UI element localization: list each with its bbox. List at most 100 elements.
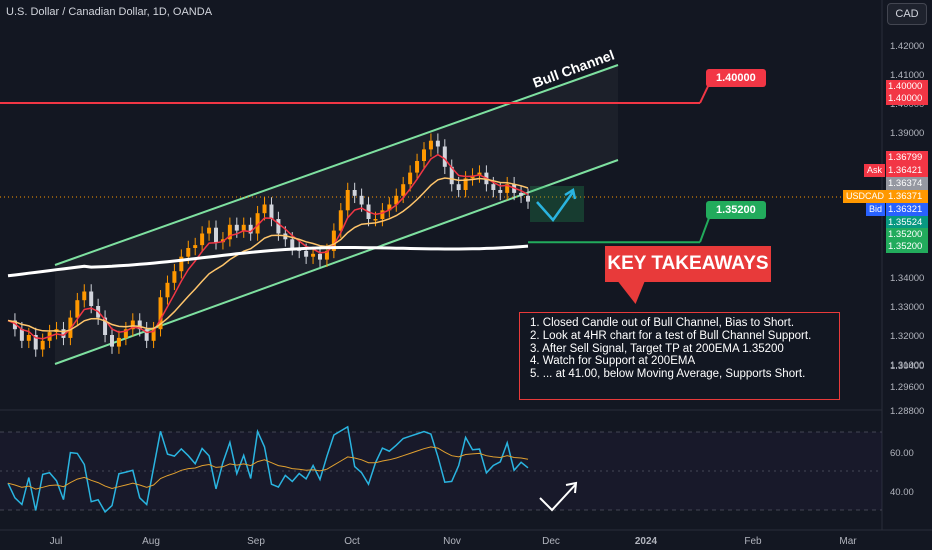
candle-body [61, 329, 66, 338]
x-tick-label: Nov [443, 536, 461, 547]
y-tick-label: 1.39000 [890, 128, 924, 139]
candle-body [110, 335, 114, 347]
candle-body [172, 271, 177, 283]
candle-body [519, 192, 524, 196]
candle-body [151, 329, 156, 341]
x-tick-label: 2024 [635, 536, 658, 547]
candle-body [352, 190, 357, 196]
price-tag-1: 1.36799 [886, 151, 928, 164]
price-tag-upper-b: 1.40000 [886, 92, 928, 105]
price-tag-2: 1.36421 [886, 164, 928, 177]
candle-body [491, 184, 496, 190]
candle-body [33, 335, 38, 350]
rsi-tick-label: 40.00 [890, 487, 914, 498]
x-tick-label: Mar [839, 536, 857, 547]
candle-body [401, 184, 406, 196]
candle-body [338, 210, 343, 231]
candle-body [290, 239, 295, 248]
note-3: 3. After Sell Signal, Target TP at 200EM… [530, 342, 784, 355]
candle-body [75, 300, 80, 318]
projection-arrowhead [564, 188, 577, 200]
candle-body [158, 297, 163, 330]
y-tick-label: 1.34000 [890, 273, 924, 284]
price-tag-8: 1.35200 [886, 240, 928, 253]
candle-body [241, 224, 246, 231]
projection-arrow [536, 191, 575, 223]
candle-body [165, 282, 170, 298]
candle-body [359, 195, 364, 205]
candle-body [137, 320, 142, 330]
price-tag-6: 1.35524 [886, 216, 928, 229]
y-tick-label: 1.30400 [890, 361, 924, 372]
candle-body [12, 320, 17, 330]
candle-body [130, 320, 135, 330]
y-tick-label: 1.33000 [890, 302, 924, 313]
candle-body [505, 184, 510, 193]
candle-body [116, 337, 121, 347]
price-tag-4: 1.36371 [886, 190, 928, 203]
candle-body [387, 204, 392, 211]
candle-body [318, 253, 322, 260]
candle-body [526, 195, 530, 202]
x-tick-label: Sep [247, 536, 265, 547]
candle-body [449, 166, 454, 185]
candle-body [373, 219, 378, 221]
candle-body [463, 178, 468, 190]
candle-body [428, 140, 433, 150]
candle-body [144, 329, 149, 341]
x-tick-label: Aug [142, 536, 160, 547]
candle-body [498, 190, 503, 193]
candle-body [311, 253, 316, 257]
candle-body [456, 184, 461, 190]
rsi-arrowhead [565, 481, 578, 494]
note-5: 5. ... at 41.00, below Moving Average, S… [530, 368, 806, 381]
x-tick-label: Oct [344, 536, 360, 547]
candle-body [68, 317, 73, 338]
y-tick-label: 1.29600 [890, 382, 924, 393]
candle-body [394, 195, 399, 205]
candle-body [186, 248, 191, 257]
price-tag-7: 1.35200 [886, 228, 928, 241]
candle-body [26, 335, 31, 341]
candle-body [103, 317, 108, 335]
ema-200-line [7, 244, 529, 278]
candle-body [262, 204, 267, 214]
candle-body [415, 161, 420, 173]
candle-body [276, 219, 281, 234]
candle-body [82, 291, 87, 301]
note-1: 1. Closed Candle out of Bull Channel, Bi… [530, 317, 795, 329]
x-tick-label: Jul [50, 536, 63, 547]
candle-body [179, 256, 184, 272]
price-tag-5: 1.36321 [886, 203, 928, 216]
price-tag-upper-a: 1.40000 [886, 80, 928, 93]
price-tag-3: 1.36374 [886, 177, 928, 190]
rsi-tick-label: 60.00 [890, 448, 914, 459]
x-tick-label: Feb [744, 536, 762, 547]
y-tick-label: 1.41000 [890, 70, 924, 81]
candle-body [324, 250, 329, 260]
channel-upper-line [54, 64, 619, 266]
upper-level-tag[interactable]: 1.40000 [706, 69, 766, 87]
note-2: 2. Look at 4HR chart for a test of Bull … [530, 329, 812, 342]
currency-button[interactable]: CAD [887, 3, 927, 25]
note-4: 4. Watch for Support at 200EMA [530, 355, 696, 368]
candle-body [19, 329, 24, 341]
y-tick-label: 1.42000 [890, 41, 924, 52]
support-level-tag[interactable]: 1.35200 [706, 201, 766, 219]
rsi-line [7, 425, 529, 514]
ema-fast-line [7, 153, 529, 340]
rsi-arrow [539, 483, 577, 512]
candle-body [435, 140, 440, 147]
candle-body [214, 227, 218, 243]
candle-body [193, 245, 198, 248]
candle-body [408, 172, 413, 185]
y-tick-label: 1.28800 [890, 406, 924, 417]
candle-body [207, 227, 212, 234]
candle-body [269, 204, 274, 219]
candle-body [331, 230, 336, 251]
key-takeaways-callout: KEY TAKEAWAYS [605, 246, 771, 282]
candle-body [470, 175, 475, 179]
candle-body [123, 329, 128, 338]
candle-body [304, 250, 309, 257]
